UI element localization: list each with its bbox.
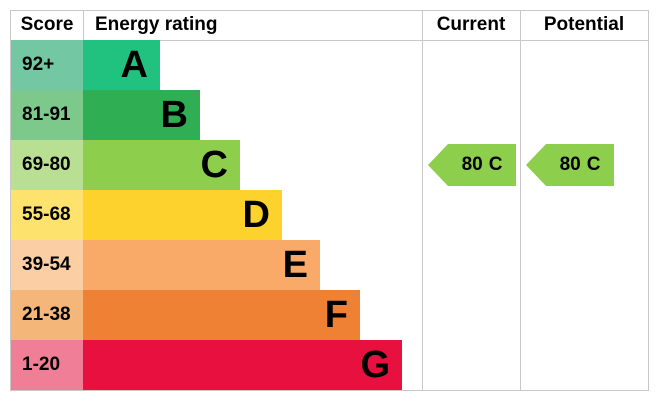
current-band: C [488, 154, 503, 175]
potential-column-header: Potential [543, 14, 625, 35]
grid-line-header-bottom [10, 40, 649, 41]
arrow-left-point-icon [526, 144, 546, 186]
rating-letter-a: A [120, 44, 148, 86]
rating-bar-b: B [83, 90, 200, 140]
energy-rating-column-header: Energy rating [95, 14, 218, 35]
arrow-left-point-icon [428, 144, 448, 186]
grid-line-potential-left [520, 10, 521, 391]
score-column-header: Score [20, 14, 74, 35]
grid-line-score-divider [83, 10, 84, 40]
current-score: 80 [461, 154, 483, 175]
grid-line-right [648, 10, 649, 391]
rating-bar-e: E [83, 240, 320, 290]
grid-line-current-left [422, 10, 423, 391]
rating-bar-g: G [83, 340, 402, 390]
rating-bar-f: F [83, 290, 360, 340]
rating-bar-a: A [83, 40, 160, 90]
rating-letter-f: F [324, 294, 348, 336]
current-column-header: Current [436, 14, 506, 35]
current-rating-value: 80 C [448, 144, 516, 186]
rating-letter-c: C [200, 144, 228, 186]
score-range-a: 92+ [11, 40, 83, 90]
potential-rating-arrow: 80 C [526, 144, 614, 186]
current-rating-arrow: 80 C [428, 144, 516, 186]
potential-score: 80 [559, 154, 581, 175]
score-range-e: 39-54 [11, 240, 83, 290]
score-range-b: 81-91 [11, 90, 83, 140]
rating-letter-g: G [360, 344, 390, 386]
rating-letter-e: E [282, 244, 308, 286]
grid-line-bottom [10, 390, 649, 391]
grid-line-left [10, 10, 11, 391]
potential-band: C [586, 154, 601, 175]
rating-bar-d: D [83, 190, 282, 240]
grid-line-top [10, 10, 649, 11]
rating-letter-b: B [160, 94, 188, 136]
potential-rating-value: 80 C [546, 144, 614, 186]
score-range-c: 69-80 [11, 140, 83, 190]
rating-bar-c: C [83, 140, 240, 190]
rating-letter-d: D [242, 194, 270, 236]
score-range-d: 55-68 [11, 190, 83, 240]
score-range-g: 1-20 [11, 340, 83, 390]
score-range-f: 21-38 [11, 290, 83, 340]
